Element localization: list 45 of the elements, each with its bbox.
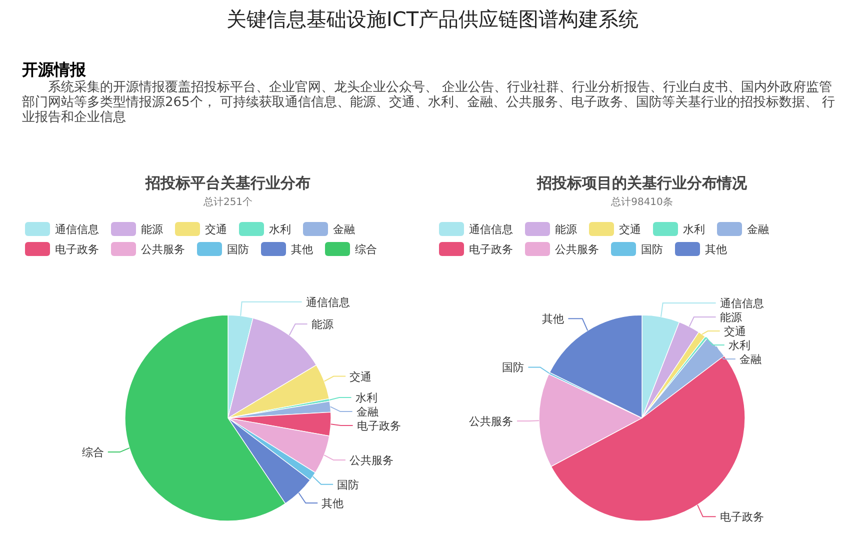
slice-label: 交通	[350, 370, 372, 384]
slice-label: 国防	[502, 361, 524, 374]
legend-label: 能源	[141, 223, 163, 236]
slice-label: 能源	[311, 318, 334, 331]
chart-subtitle: 总计98410条	[610, 196, 673, 208]
legend-label: 金融	[747, 223, 769, 236]
legend-label: 公共服务	[141, 243, 185, 256]
legend-label: 国防	[641, 243, 663, 256]
chart-title: 招投标项目的关基行业分布情况	[536, 174, 748, 192]
legend-label: 水利	[683, 223, 705, 236]
legend-label: 通信信息	[55, 223, 99, 236]
slice-label: 其他	[542, 312, 564, 326]
text: 关键信息基础设施ICT产品供应链图谱构建系统	[225, 6, 640, 33]
slice-label: 金融	[356, 406, 378, 419]
legend-label: 其他	[705, 243, 727, 256]
slice-label: 国防	[337, 478, 360, 492]
slice-label: 通信信息	[306, 296, 350, 309]
legend-label: 综合	[355, 243, 377, 256]
slice-label: 金融	[739, 353, 762, 366]
legend-label: 公共服务	[555, 243, 599, 256]
slice-label: 电子政务	[356, 420, 401, 433]
slice-label: 能源	[720, 311, 742, 324]
chart-subtitle: 总计251个	[202, 196, 253, 208]
slice-label: 水利	[355, 392, 378, 405]
slice-label: 通信信息	[720, 297, 764, 310]
slice-label: 公共服务	[349, 454, 394, 468]
legend-label: 国防	[227, 243, 249, 256]
legend-label: 其他	[291, 243, 313, 256]
chart-title: 招投标平台关基行业分布	[144, 174, 310, 192]
slice-label: 交通	[724, 325, 746, 338]
slice-label: 其他	[322, 497, 344, 510]
legend-label: 电子政务	[469, 243, 513, 256]
slice-label: 综合	[82, 446, 104, 460]
legend-label: 通信信息	[469, 223, 513, 236]
slice-label: 公共服务	[469, 414, 514, 428]
text: 开源情报	[22, 60, 86, 80]
legend-label: 能源	[555, 223, 577, 236]
slice-label: 水利	[728, 339, 750, 352]
legend-label: 电子政务	[55, 243, 99, 256]
text: 系统采集的开源情报覆盖招投标平台、企业官网、龙头企业公众号、 企业公告、行业社群、行业分析报告、行业白皮书、国内外政府监管部门网站等多类型情报源265个， 可持续获取通信信息、能源、交通、水利、金融、公共服务、电子政务、国防等关基行业的招投标数据、 行业报告和企业信息	[22, 80, 836, 125]
legend-label: 交通	[619, 223, 641, 236]
slice-label: 电子政务	[720, 510, 764, 524]
legend-label: 交通	[205, 223, 227, 236]
legend-label: 金融	[333, 223, 355, 236]
legend-label: 水利	[269, 223, 291, 236]
